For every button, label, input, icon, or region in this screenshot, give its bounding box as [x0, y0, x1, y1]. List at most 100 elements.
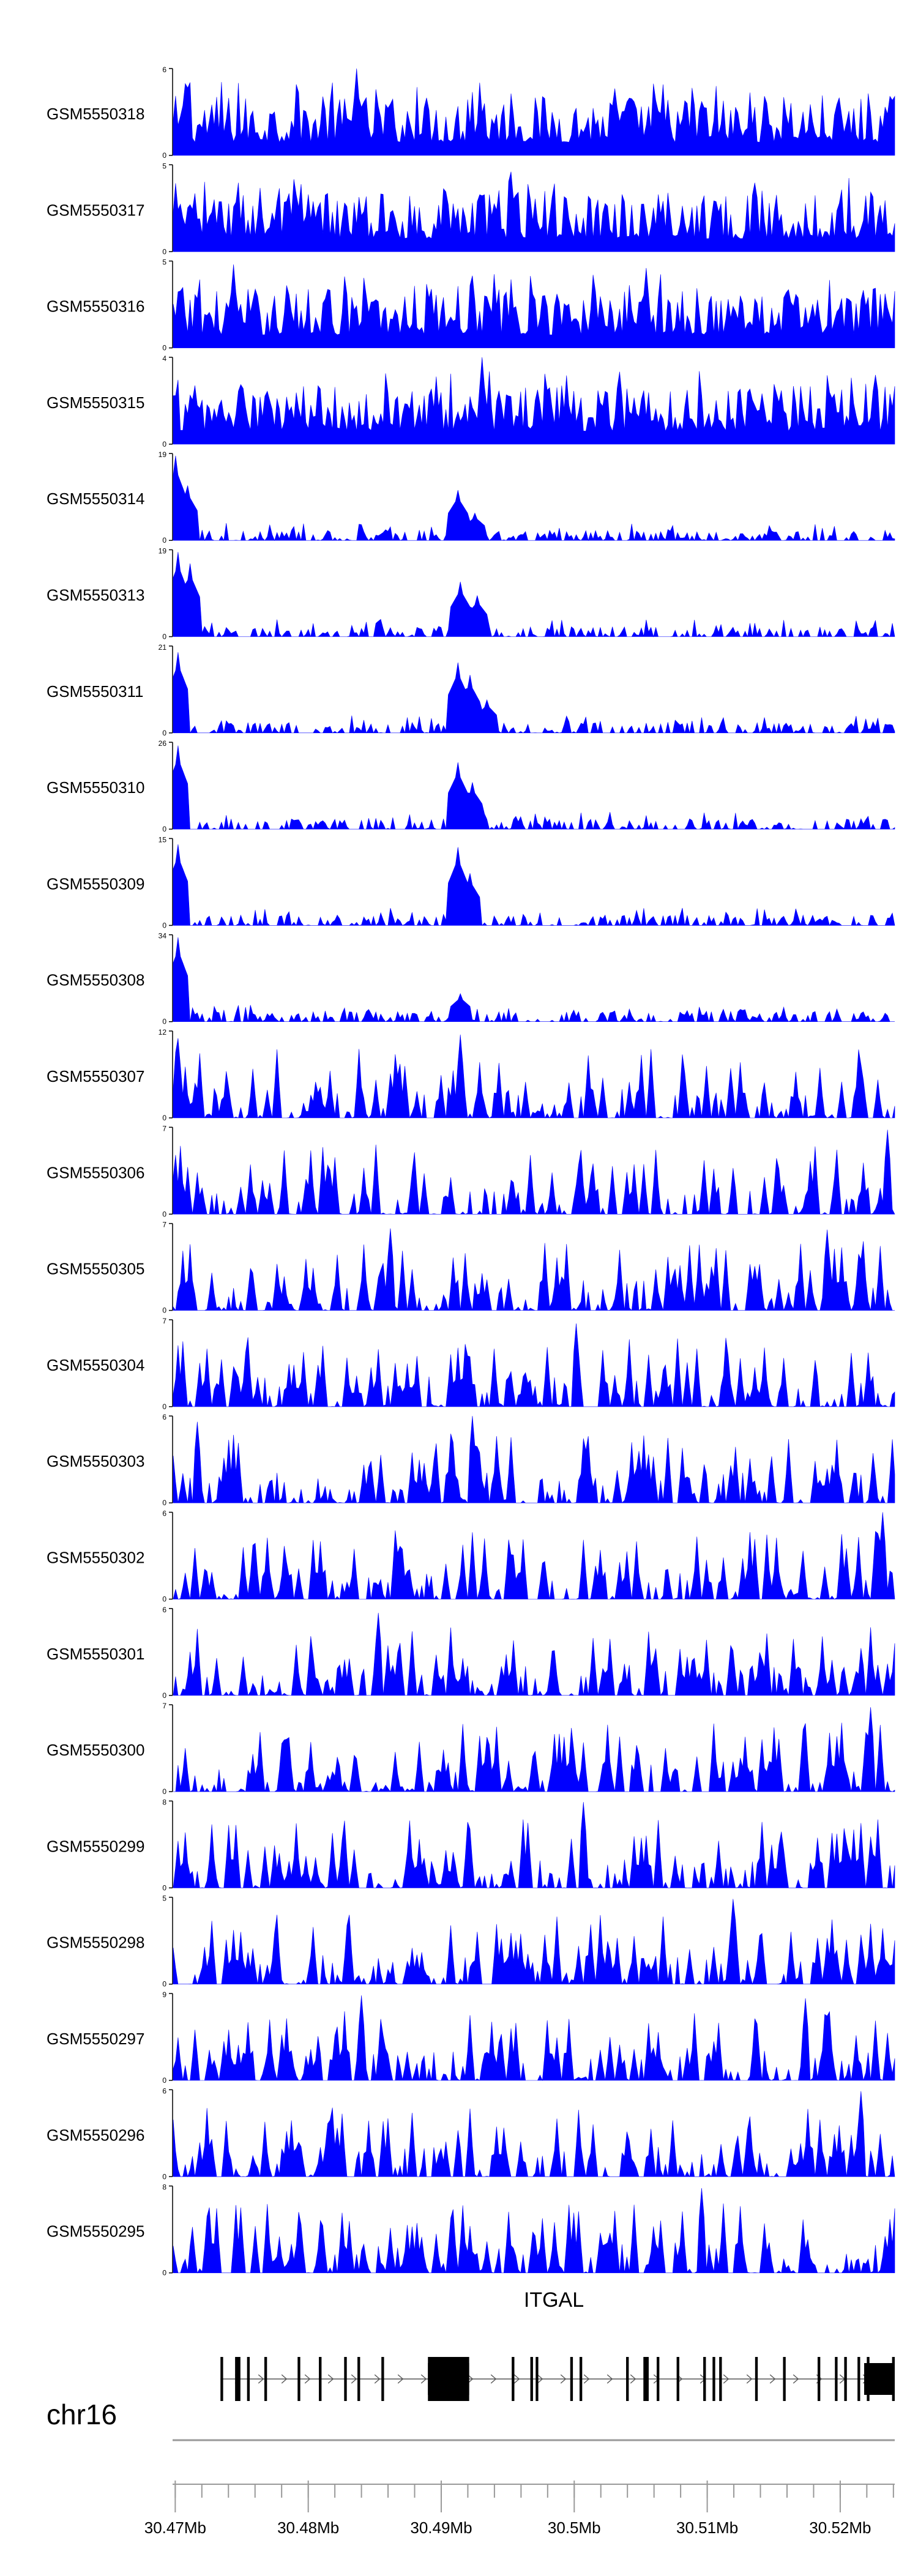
coverage-track: GSM5550311 21 0	[47, 643, 895, 737]
y-min-label: 0	[162, 1210, 166, 1218]
coverage-track: GSM5550303 6 0	[47, 1413, 895, 1507]
y-min-label: 0	[162, 1306, 166, 1315]
strand-arrow	[374, 2374, 381, 2384]
tick-label: 30.47Mb	[144, 2518, 206, 2537]
strand-arrow	[397, 2374, 404, 2384]
y-min-label: 0	[162, 825, 166, 833]
exon-block	[530, 2357, 533, 2401]
tick-label: 30.49Mb	[410, 2518, 472, 2537]
y-min-label: 0	[162, 729, 166, 737]
y-min-label: 0	[162, 1691, 166, 1700]
coverage-area	[173, 937, 895, 1022]
track-label: GSM5550302	[47, 1549, 144, 1567]
strand-arrow	[281, 2374, 288, 2384]
coverage-track: GSM5550317 5 0	[47, 162, 895, 256]
track-label: GSM5550313	[47, 586, 144, 605]
track-label: GSM5550306	[47, 1163, 144, 1182]
exon-block	[719, 2357, 722, 2401]
coverage-track: GSM5550295 8 0	[47, 2183, 895, 2277]
y-min-label: 0	[162, 1402, 166, 1411]
exon-block	[835, 2357, 838, 2401]
coverage-area	[173, 357, 895, 445]
y-max-label: 15	[159, 835, 167, 844]
track-label: GSM5550303	[47, 1452, 144, 1470]
exon-block	[844, 2357, 847, 2401]
exon-block	[783, 2357, 786, 2401]
track-label: GSM5550295	[47, 2222, 144, 2241]
y-max-label: 4	[162, 354, 166, 363]
track-label: GSM5550316	[47, 297, 144, 316]
tick-label: 30.48Mb	[277, 2518, 339, 2537]
y-max-label: 7	[162, 1124, 166, 1133]
exon-block	[626, 2357, 629, 2401]
track-label: GSM5550305	[47, 1260, 144, 1278]
coverage-area	[173, 652, 895, 734]
strand-arrow	[351, 2374, 357, 2384]
exon-block	[755, 2357, 758, 2401]
exon-block	[657, 2357, 660, 2401]
track-label: GSM5550299	[47, 1837, 144, 1855]
exon-block	[247, 2357, 250, 2401]
y-min-label: 0	[162, 536, 166, 545]
coverage-area	[173, 2091, 895, 2178]
strand-arrow	[630, 2374, 636, 2384]
coverage-track: GSM5550304 7 0	[47, 1317, 895, 1411]
track-label: GSM5550304	[47, 1356, 144, 1374]
y-max-label: 9	[162, 1990, 166, 1999]
track-label: GSM5550310	[47, 778, 144, 797]
y-max-label: 8	[162, 2183, 166, 2192]
coverage-area	[173, 1228, 895, 1311]
y-max-label: 7	[162, 1317, 166, 1325]
exon-block	[570, 2357, 573, 2401]
coverage-track: GSM5550299 8 0	[47, 1798, 895, 1892]
y-max-label: 21	[159, 643, 167, 652]
coverage-track: GSM5550316 5 0	[47, 258, 895, 352]
coverage-track: GSM5550296 6 0	[47, 2086, 895, 2181]
coverage-area	[173, 455, 895, 542]
coverage-track: GSM5550301 6 0	[47, 1606, 895, 1700]
exon-block	[857, 2357, 860, 2401]
exon-block	[344, 2357, 347, 2401]
exon-block	[817, 2357, 821, 2401]
track-label: GSM5550298	[47, 1934, 144, 1952]
track-label: GSM5550315	[47, 393, 144, 412]
strand-arrow	[258, 2374, 264, 2384]
coverage-track: GSM5550300 7 0	[47, 1702, 895, 1796]
coverage-track: GSM5550297 9 0	[47, 1990, 895, 2085]
exon-block	[579, 2357, 583, 2401]
strand-arrow	[420, 2374, 427, 2384]
y-max-label: 6	[162, 1413, 166, 1421]
y-min-label: 0	[162, 440, 166, 449]
y-max-label: 6	[162, 1509, 166, 1518]
strand-arrow	[723, 2374, 730, 2384]
strand-arrow	[467, 2374, 474, 2384]
y-max-label: 5	[162, 162, 166, 170]
exon-block	[536, 2357, 539, 2401]
coverage-area	[173, 264, 895, 348]
y-min-label: 0	[162, 921, 166, 929]
coverage-track: GSM5550306 7 0	[47, 1124, 895, 1218]
y-min-label: 0	[162, 2076, 166, 2085]
coverage-area	[173, 1512, 895, 1600]
strand-arrow	[490, 2374, 497, 2384]
y-max-label: 7	[162, 1221, 166, 1229]
track-label: GSM5550317	[47, 201, 144, 219]
exon-block	[264, 2357, 267, 2401]
tick-label: 30.52Mb	[809, 2518, 871, 2537]
gene-model-track: ITGAL	[220, 2288, 895, 2401]
track-label: GSM5550308	[47, 971, 144, 989]
strand-arrow	[304, 2374, 311, 2384]
y-min-label: 0	[162, 1883, 166, 1892]
coverage-track: GSM5550318 6 0	[47, 65, 895, 160]
coverage-area	[173, 745, 895, 830]
strand-arrow	[746, 2374, 753, 2384]
y-max-label: 12	[159, 1028, 167, 1037]
track-label: GSM5550300	[47, 1741, 144, 1759]
y-min-label: 0	[162, 247, 166, 256]
track-label: GSM5550297	[47, 2030, 144, 2048]
coverage-track: GSM5550302 6 0	[47, 1509, 895, 1604]
exon-block	[319, 2357, 322, 2401]
coverage-area	[173, 844, 895, 926]
y-max-label: 19	[159, 450, 167, 459]
track-label: GSM5550311	[47, 682, 144, 701]
